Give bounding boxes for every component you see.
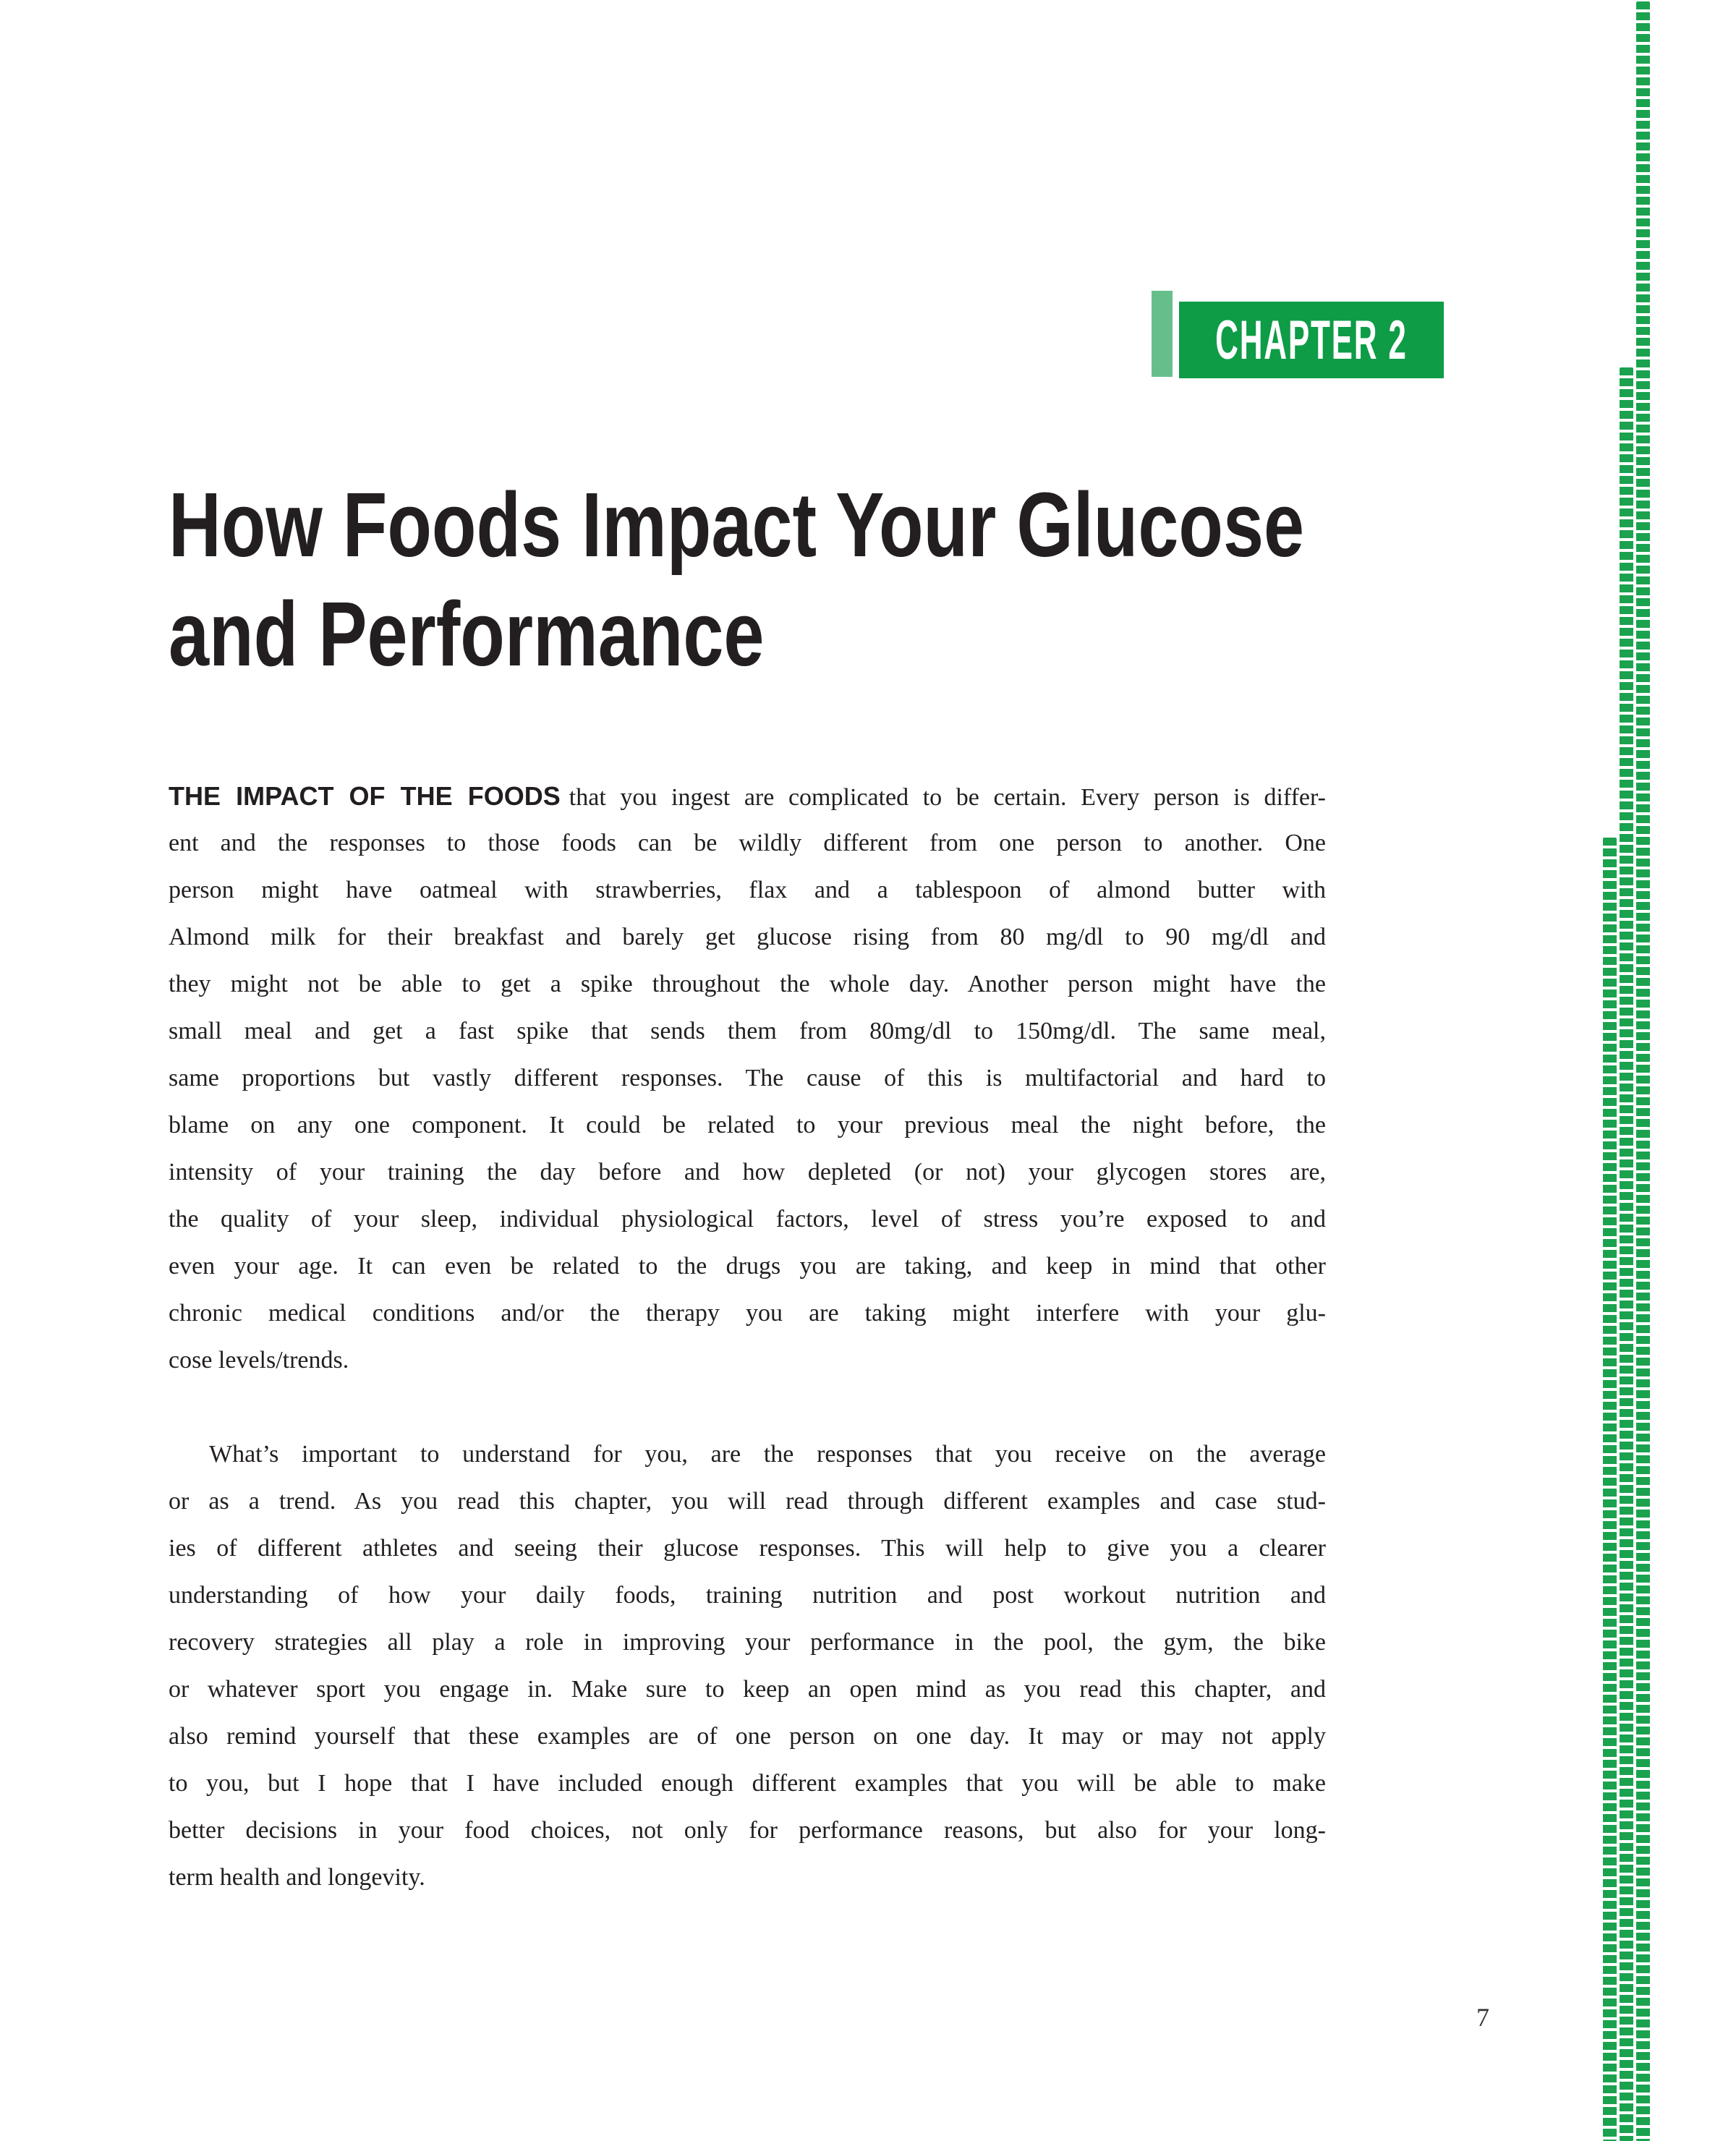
dotted-edge-column-middle	[1620, 367, 1633, 2141]
text-line: What’s important to understand for you, …	[209, 1441, 1326, 1468]
page-number: 7	[1476, 2003, 1489, 2032]
text-line: ies of different athletes and seeing the…	[169, 1535, 1326, 1562]
text-line: or whatever sport you engage in. Make su…	[169, 1676, 1326, 1703]
text-line: small meal and get a fast spike that sen…	[169, 1018, 1326, 1044]
text-line: blame on any one component. It could be …	[169, 1112, 1326, 1138]
text-line: ent and the responses to those foods can…	[169, 830, 1326, 856]
page-title: How Foods Impact Your Glucose and Perfor…	[169, 470, 1588, 689]
paragraph-lead-in: THE IMPACT OF THE FOODS	[169, 781, 561, 811]
text-line: cose levels/trends.	[169, 1347, 349, 1374]
text-line: they might not be able to get a spike th…	[169, 971, 1326, 997]
text-line: term health and longevity.	[169, 1864, 425, 1891]
text-line: to you, but I hope that I have included …	[169, 1770, 1326, 1797]
body-paragraph-2: What’s important to understand for you, …	[169, 1431, 1326, 1901]
text-line: chronic medical conditions and/or the th…	[169, 1300, 1326, 1327]
page-title-line-1: How Foods Impact Your Glucose	[169, 474, 1305, 576]
chapter-badge-accent-bar	[1152, 291, 1173, 377]
text-line: or as a trend. As you read this chapter,…	[169, 1488, 1326, 1515]
text-line: intensity of your training the day befor…	[169, 1159, 1326, 1186]
text-line: same proportions but vastly different re…	[169, 1065, 1326, 1091]
text-line: person might have oatmeal with strawberr…	[169, 877, 1326, 903]
text-line: recovery strategies all play a role in i…	[169, 1629, 1326, 1656]
dotted-edge-column-inner	[1603, 838, 1617, 2141]
text-line: THE IMPACT OF THE FOODS that you ingest a…	[169, 772, 1326, 820]
dotted-edge-column-outer	[1636, 1, 1650, 2141]
text-line: even your age. It can even be related to…	[169, 1253, 1326, 1280]
page-title-line-2: and Performance	[169, 583, 765, 685]
chapter-badge-label: CHAPTER 2	[1215, 309, 1408, 371]
text-line: also remind yourself that these examples…	[169, 1723, 1326, 1750]
body-paragraph-1: THE IMPACT OF THE FOODS that you ingest a…	[169, 772, 1326, 1384]
text-line: better decisions in your food choices, n…	[169, 1817, 1326, 1844]
text-line: Almond milk for their breakfast and bare…	[169, 924, 1326, 950]
chapter-badge: CHAPTER 2	[1179, 302, 1444, 378]
text-line: the quality of your sleep, individual ph…	[169, 1206, 1326, 1233]
text-line-content: that you ingest are complicated to be ce…	[569, 784, 1326, 811]
text-line: understanding of how your daily foods, t…	[169, 1582, 1326, 1609]
